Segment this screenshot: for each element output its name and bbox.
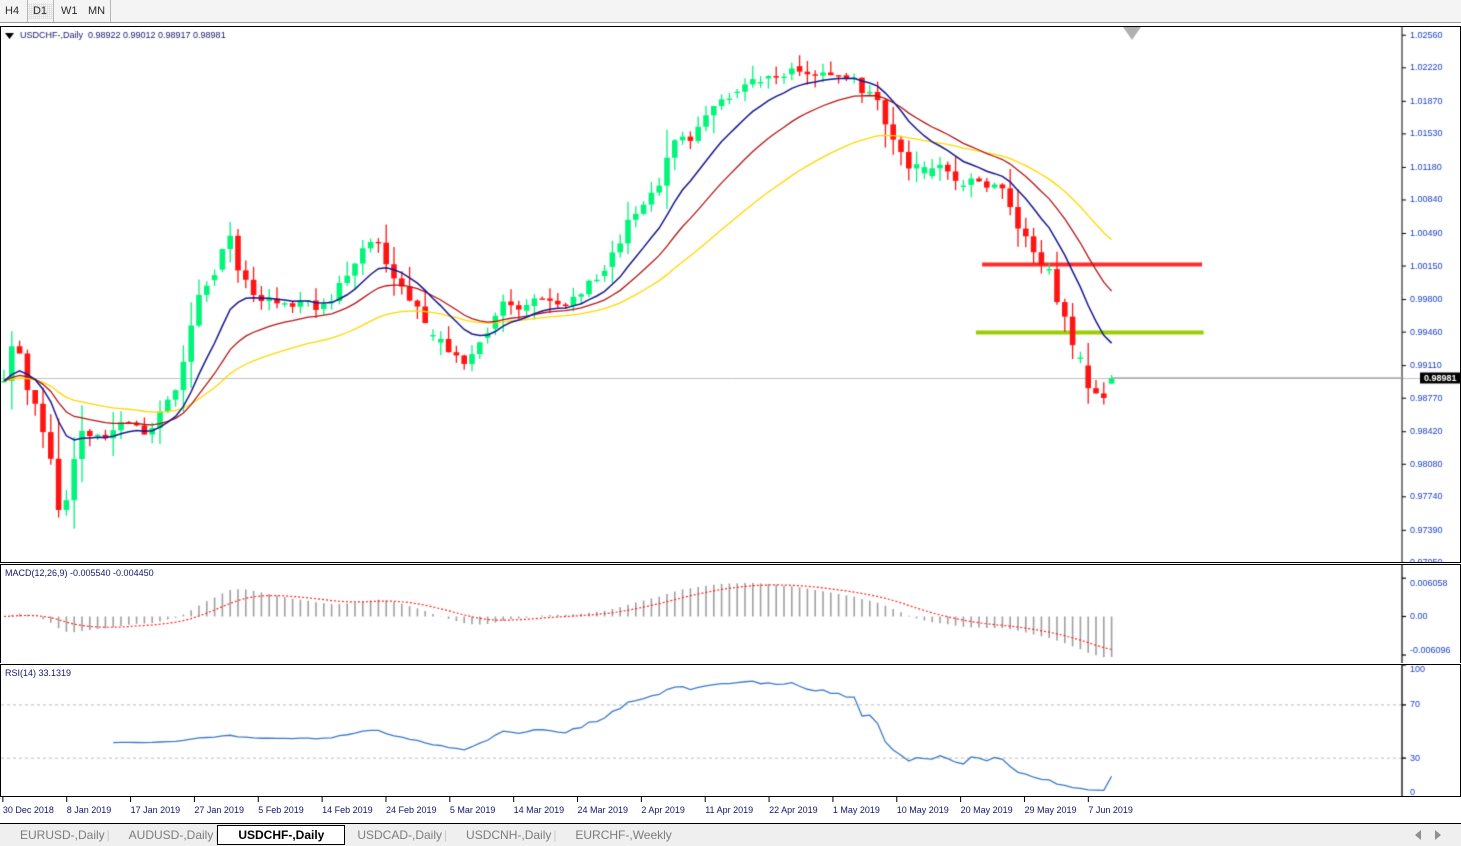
svg-text:5 Mar 2019: 5 Mar 2019 <box>450 805 496 815</box>
svg-text:1 May 2019: 1 May 2019 <box>833 805 880 815</box>
svg-text:24 Mar 2019: 24 Mar 2019 <box>578 805 629 815</box>
svg-text:2 Apr 2019: 2 Apr 2019 <box>641 805 685 815</box>
svg-text:8 Jan 2019: 8 Jan 2019 <box>67 805 112 815</box>
svg-text:10 May 2019: 10 May 2019 <box>897 805 949 815</box>
svg-text:27 Jan 2019: 27 Jan 2019 <box>194 805 244 815</box>
svg-text:11 Apr 2019: 11 Apr 2019 <box>705 805 753 815</box>
svg-text:5 Feb 2019: 5 Feb 2019 <box>258 805 304 815</box>
svg-text:17 Jan 2019: 17 Jan 2019 <box>131 805 181 815</box>
svg-text:29 May 2019: 29 May 2019 <box>1024 805 1076 815</box>
svg-text:20 May 2019: 20 May 2019 <box>961 805 1013 815</box>
svg-text:24 Feb 2019: 24 Feb 2019 <box>386 805 437 815</box>
svg-text:22 Apr 2019: 22 Apr 2019 <box>769 805 818 815</box>
svg-text:30 Dec 2018: 30 Dec 2018 <box>3 805 54 815</box>
svg-text:14 Mar 2019: 14 Mar 2019 <box>514 805 565 815</box>
svg-text:14 Feb 2019: 14 Feb 2019 <box>322 805 373 815</box>
svg-text:7 Jun 2019: 7 Jun 2019 <box>1088 805 1133 815</box>
